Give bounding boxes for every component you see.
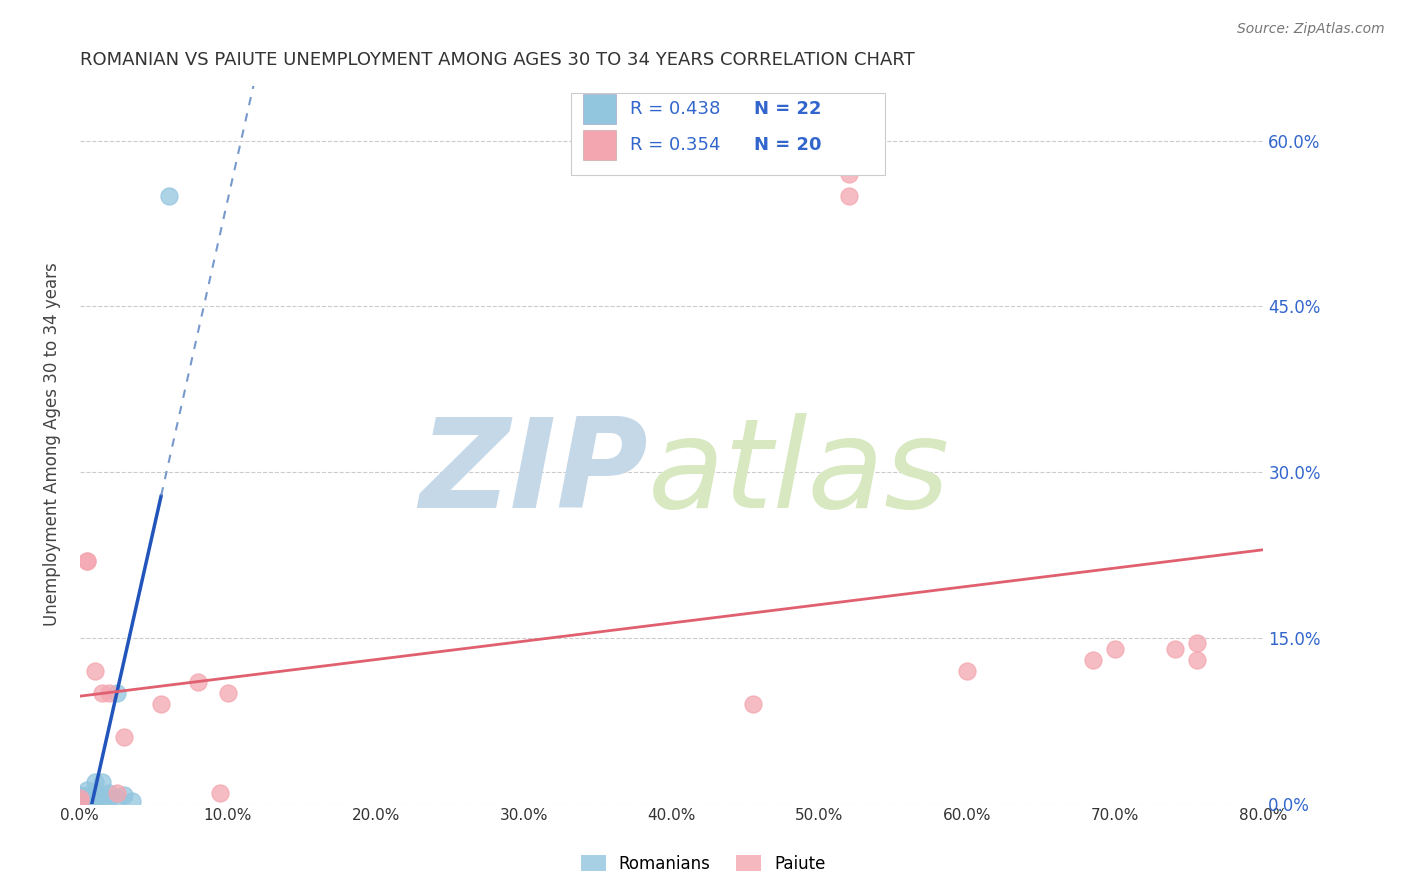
Point — [98, 786, 121, 800]
FancyBboxPatch shape — [583, 130, 616, 161]
Point — [112, 731, 135, 745]
Point — [157, 189, 180, 203]
Point — [83, 774, 105, 789]
Point — [150, 697, 173, 711]
Point — [91, 791, 114, 805]
Point — [76, 783, 98, 797]
FancyBboxPatch shape — [583, 94, 616, 124]
Point — [91, 774, 114, 789]
Text: Source: ZipAtlas.com: Source: ZipAtlas.com — [1237, 22, 1385, 37]
Point — [742, 697, 765, 711]
Point — [1163, 642, 1185, 657]
Text: ROMANIAN VS PAIUTE UNEMPLOYMENT AMONG AGES 30 TO 34 YEARS CORRELATION CHART: ROMANIAN VS PAIUTE UNEMPLOYMENT AMONG AG… — [80, 51, 915, 69]
Point — [838, 189, 860, 203]
Point — [76, 797, 98, 811]
Point — [105, 786, 128, 800]
Point — [1083, 653, 1105, 667]
Point — [69, 791, 91, 805]
Point — [69, 794, 91, 808]
Point — [83, 797, 105, 811]
Point — [69, 788, 91, 802]
Point — [187, 675, 209, 690]
Point — [91, 686, 114, 700]
Text: R = 0.354: R = 0.354 — [630, 136, 721, 154]
Point — [76, 788, 98, 802]
Y-axis label: Unemployment Among Ages 30 to 34 years: Unemployment Among Ages 30 to 34 years — [44, 262, 60, 626]
Point — [76, 553, 98, 567]
Point — [1185, 636, 1208, 650]
Point — [76, 553, 98, 567]
FancyBboxPatch shape — [571, 93, 884, 175]
Point — [217, 686, 239, 700]
Point — [121, 794, 143, 808]
Text: N = 22: N = 22 — [755, 100, 823, 118]
Point — [83, 664, 105, 678]
Point — [105, 686, 128, 700]
Point — [98, 686, 121, 700]
Point — [98, 791, 121, 805]
Point — [105, 791, 128, 805]
Point — [1185, 653, 1208, 667]
Point — [83, 786, 105, 800]
Point — [69, 797, 91, 811]
Point — [69, 791, 91, 805]
Text: ZIP: ZIP — [419, 413, 648, 533]
Point — [76, 794, 98, 808]
Point — [112, 788, 135, 802]
Text: N = 20: N = 20 — [755, 136, 823, 154]
Point — [69, 794, 91, 808]
Point — [83, 791, 105, 805]
Text: atlas: atlas — [648, 413, 950, 533]
Point — [838, 167, 860, 181]
Point — [209, 786, 232, 800]
Legend: Romanians, Paiute: Romanians, Paiute — [574, 848, 832, 880]
Point — [1104, 642, 1126, 657]
Point — [956, 664, 979, 678]
Point — [76, 791, 98, 805]
Text: R = 0.438: R = 0.438 — [630, 100, 720, 118]
